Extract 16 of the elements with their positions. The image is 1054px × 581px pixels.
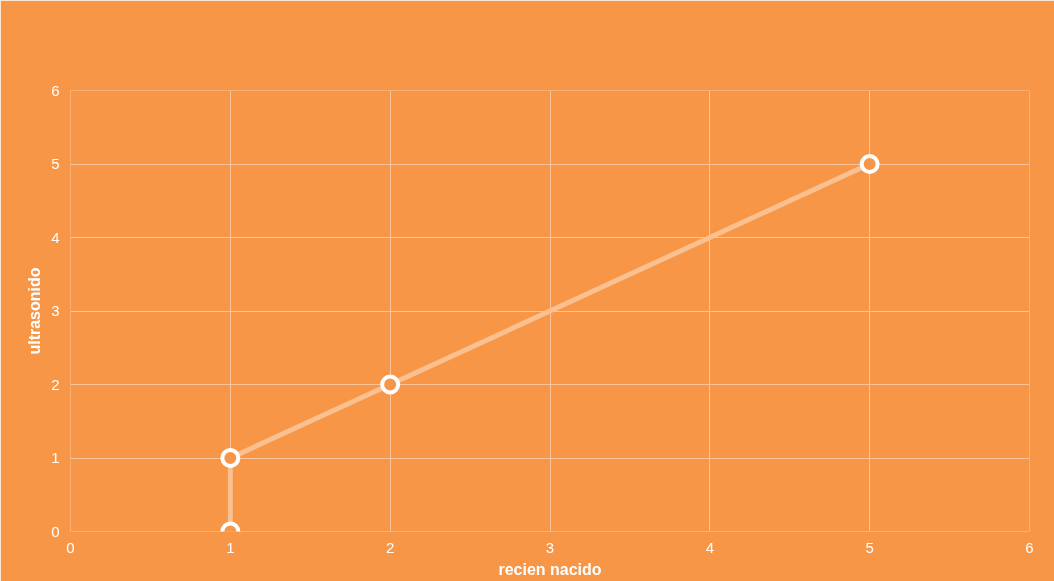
x-tick-label: 1 [226, 538, 235, 556]
x-tick-label: 6 [1025, 538, 1034, 556]
y-tick-label: 6 [51, 81, 60, 99]
y-tick-label: 4 [51, 228, 60, 246]
y-axis-title: ultrasonido [26, 267, 44, 355]
y-tick-label: 1 [51, 449, 60, 466]
y-tick-label: 0 [51, 522, 60, 540]
y-tick-label: 3 [51, 302, 60, 319]
x-tick-label: 4 [705, 538, 715, 556]
x-tick-label: 3 [545, 538, 555, 556]
x-tick-label: 5 [865, 538, 874, 556]
y-tick-label: 5 [51, 155, 60, 172]
x-tick-label: 2 [386, 538, 395, 556]
y-tick-label: 2 [51, 375, 60, 393]
x-axis-title: recien nacido [498, 560, 602, 578]
x-tick-label: 0 [66, 538, 75, 556]
